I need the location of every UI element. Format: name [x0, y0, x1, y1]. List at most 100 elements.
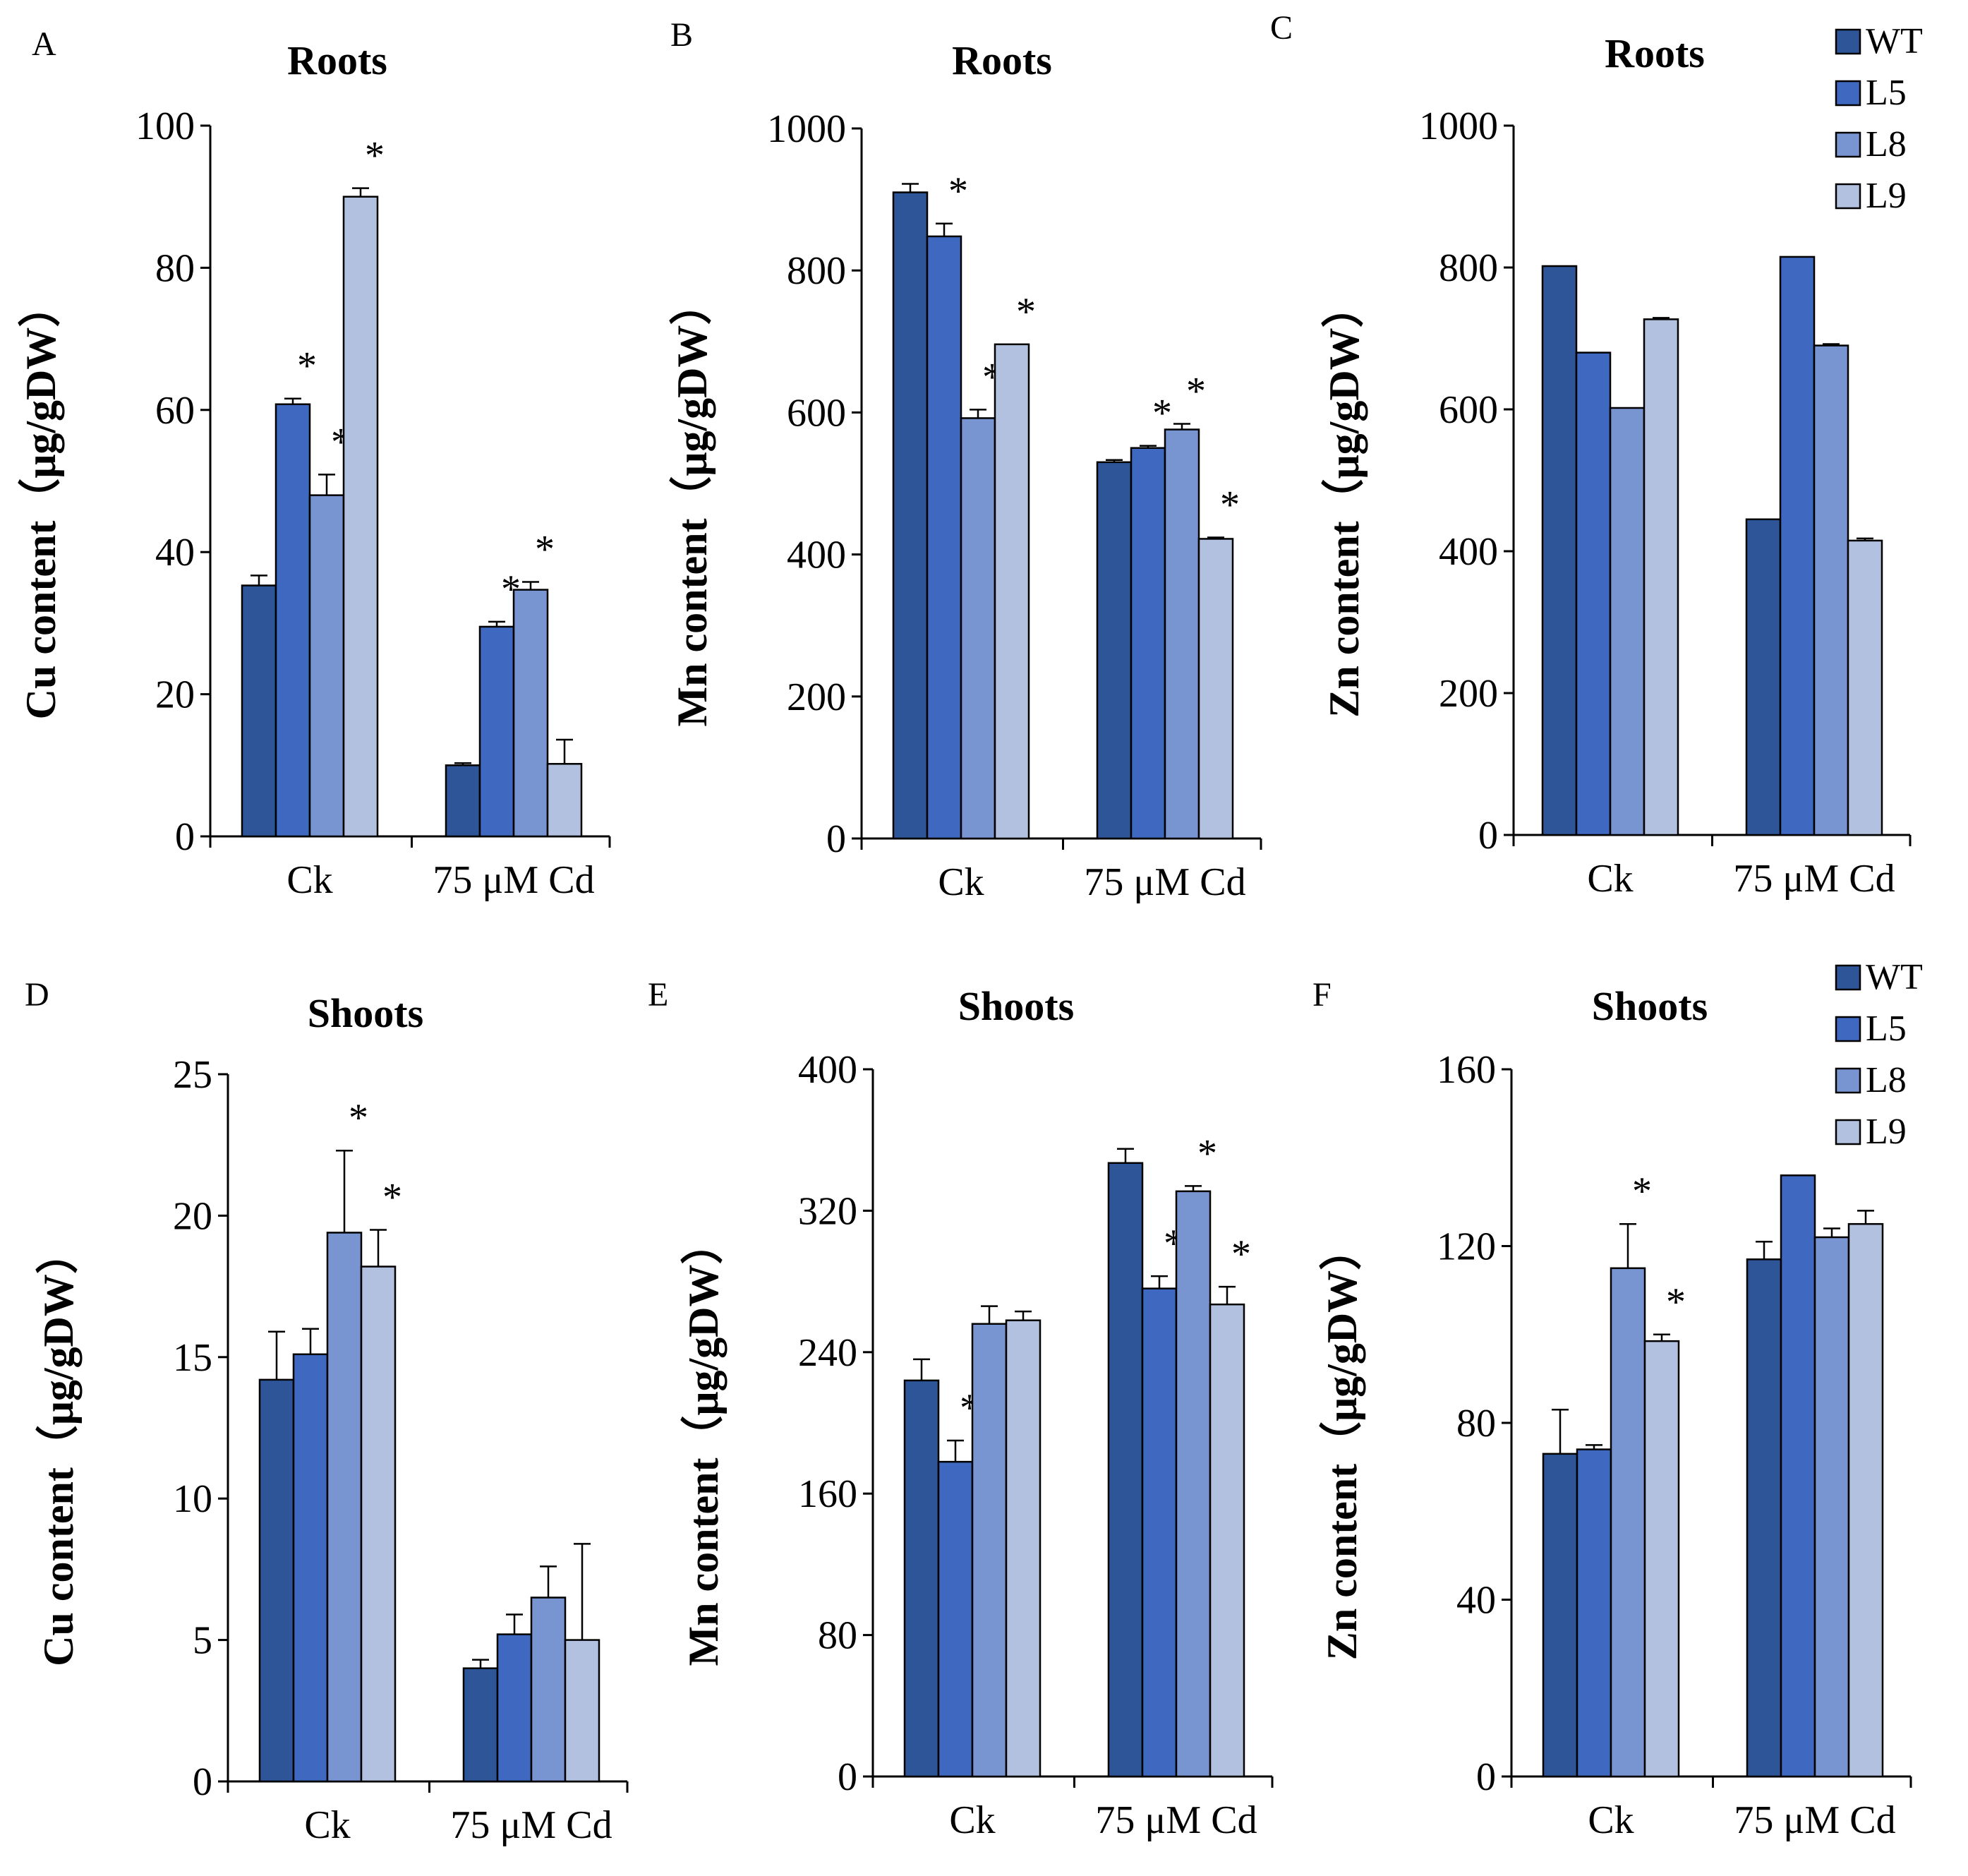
y-tick-label: 400: [787, 534, 846, 577]
bar-l9: [360, 1265, 397, 1783]
bar-wt: [1107, 1162, 1144, 1778]
significance-marker: *: [1186, 369, 1206, 413]
bar-l8: [530, 1597, 567, 1783]
bar-l8: [1609, 407, 1646, 836]
significance-marker: *: [349, 1096, 368, 1140]
legend-label: L8: [1866, 1060, 1907, 1100]
significance-marker: *: [1152, 392, 1172, 435]
bar-wt: [1541, 265, 1578, 836]
panel-letter: A: [32, 25, 56, 63]
y-tick-label: 160: [1437, 1048, 1496, 1092]
y-tick-label: 320: [798, 1189, 857, 1233]
x-category-label: 75 μM Cd: [1733, 857, 1895, 901]
chart-title: Roots: [952, 37, 1052, 83]
x-category-label: 75 μM Cd: [450, 1803, 612, 1847]
y-tick-label: 0: [175, 815, 195, 859]
significance-marker: *: [382, 1175, 402, 1219]
chart-title: Roots: [1605, 30, 1705, 76]
x-category-label: Ck: [949, 1798, 995, 1842]
y-tick-label: 0: [1476, 1755, 1496, 1799]
bar-l8: [1813, 344, 1849, 836]
bar-wt: [462, 1667, 499, 1783]
bar-wt: [1746, 1258, 1782, 1778]
bar-l8: [1164, 428, 1200, 840]
y-tick-label: 200: [1439, 672, 1498, 716]
x-category-label: 75 μM Cd: [1095, 1798, 1257, 1842]
legend-swatch-l8: [1835, 1067, 1861, 1094]
legend: WT L5 L8 L9: [1835, 21, 1923, 216]
y-tick-label: 1000: [767, 107, 846, 151]
x-category-label: Ck: [1588, 1798, 1634, 1842]
bar-wt: [903, 1379, 940, 1778]
chart-title: Roots: [287, 37, 387, 83]
y-tick-label: 800: [1439, 246, 1498, 290]
x-category-label: Ck: [938, 860, 984, 904]
legend-label: L9: [1866, 1112, 1907, 1152]
legend-swatch-l9: [1835, 183, 1861, 210]
y-tick-label: 80: [818, 1614, 857, 1658]
bar-wt: [892, 191, 929, 840]
chart-panel-a: A Roots 0 20 40 60 80 100 Cu content（μg/gDW） Ck * *…: [17, 25, 611, 902]
x-category-label: Ck: [1587, 857, 1633, 901]
bar-l5: [1130, 447, 1166, 840]
chart-panel-e: E Shoots 0 80 160 240 320 400 Mn content（μg/gDW）…: [648, 976, 1274, 1842]
bar-l9: [546, 763, 583, 838]
bar-l9: [1197, 538, 1234, 840]
significance-marker: *: [1632, 1170, 1652, 1213]
legend-swatch-l5: [1835, 80, 1861, 107]
chart-panel-b: B Roots 0 200 400 600 800 1000 Mn content（μg/gDW…: [668, 16, 1262, 904]
panel-letter: E: [648, 976, 668, 1014]
y-tick-label: 40: [1456, 1579, 1496, 1623]
y-axis-label: Cu content（μg/gDW）: [17, 285, 64, 720]
bar-l9: [994, 343, 1030, 840]
bar-l9: [1847, 1222, 1884, 1778]
x-category-label: 75 μM Cd: [1084, 860, 1245, 904]
legend-swatch-wt: [1835, 28, 1861, 55]
y-tick-label: 80: [1456, 1402, 1496, 1445]
chart-panel-d: D Shoots 0 5 10 15 20 25 Cu content（μg/gDW） Ck * * 7…: [25, 976, 629, 1847]
chart-panel-c: C Roots 0 200 400 600 800 1000 Zn content（μg/gDW…: [1270, 9, 1912, 901]
significance-marker: *: [1666, 1280, 1686, 1324]
bar-wt: [1745, 518, 1782, 836]
bar-l8: [1610, 1267, 1646, 1778]
legend-label: WT: [1866, 21, 1923, 61]
legend-swatch-l9: [1835, 1119, 1861, 1146]
chart-panel-f: F Shoots 0 40 80 120 160 Zn content（μg/gDW） Ck * *…: [1312, 976, 1912, 1842]
chart-title: Shoots: [308, 990, 423, 1036]
bar-l5: [292, 1353, 329, 1783]
legend-label: L9: [1866, 176, 1907, 216]
bar-l8: [512, 589, 549, 838]
y-tick-label: 0: [193, 1760, 212, 1804]
bar-l9: [1643, 318, 1679, 836]
bar-l8: [971, 1323, 1008, 1778]
y-tick-label: 40: [155, 531, 195, 575]
legend-swatch-l5: [1835, 1016, 1861, 1042]
y-tick-label: 60: [155, 389, 195, 433]
y-tick-label: 100: [135, 104, 195, 148]
legend-swatch-wt: [1835, 964, 1861, 991]
y-axis-label: Zn content（μg/gDW）: [1318, 1228, 1365, 1660]
x-category-label: 75 μM Cd: [1734, 1798, 1895, 1842]
significance-marker: *: [297, 344, 317, 388]
bar-wt: [258, 1378, 295, 1783]
significance-marker: *: [948, 169, 968, 213]
bar-wt: [241, 584, 277, 838]
significance-marker: *: [1016, 290, 1036, 334]
y-tick-label: 800: [787, 249, 846, 293]
y-tick-label: 160: [798, 1472, 857, 1516]
y-tick-label: 10: [173, 1477, 212, 1521]
bar-l5: [478, 625, 515, 838]
y-tick-label: 240: [798, 1331, 857, 1375]
y-tick-label: 25: [173, 1053, 212, 1097]
bar-wt: [1542, 1453, 1578, 1778]
panel-letter: B: [670, 16, 693, 54]
y-axis-label: Zn content（μg/gDW）: [1320, 285, 1368, 717]
y-tick-label: 15: [173, 1336, 212, 1380]
legend: WT L5 L8 L9: [1835, 957, 1923, 1152]
y-tick-label: 600: [1439, 388, 1498, 432]
bar-l8: [326, 1232, 363, 1783]
bar-l5: [1576, 1448, 1612, 1778]
significance-marker: *: [1220, 483, 1240, 527]
chart-title: Shoots: [958, 983, 1074, 1029]
